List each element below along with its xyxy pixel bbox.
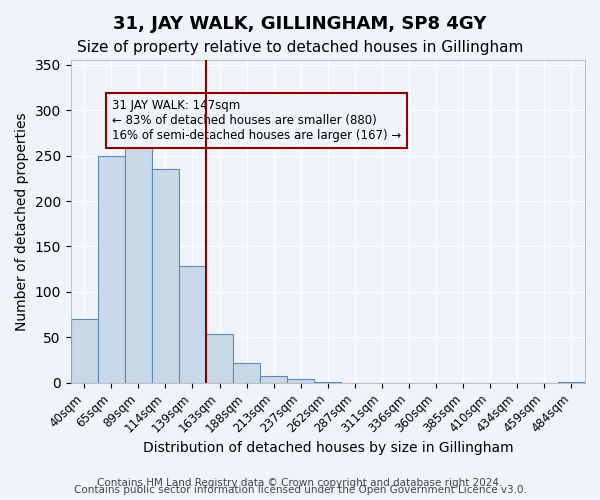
- Bar: [125, 119, 152, 383]
- Bar: [71, 319, 98, 383]
- Bar: [179, 266, 206, 383]
- Text: 31 JAY WALK: 147sqm
← 83% of detached houses are smaller (880)
16% of semi-detac: 31 JAY WALK: 147sqm ← 83% of detached ho…: [112, 99, 401, 142]
- Bar: [98, 156, 125, 383]
- Bar: [314, 382, 341, 383]
- Text: Size of property relative to detached houses in Gillingham: Size of property relative to detached ho…: [77, 40, 523, 55]
- Bar: [260, 376, 287, 383]
- Bar: [558, 382, 585, 383]
- Y-axis label: Number of detached properties: Number of detached properties: [15, 112, 29, 331]
- X-axis label: Distribution of detached houses by size in Gillingham: Distribution of detached houses by size …: [143, 441, 513, 455]
- Text: Contains public sector information licensed under the Open Government Licence v3: Contains public sector information licen…: [74, 485, 526, 495]
- Text: Contains HM Land Registry data © Crown copyright and database right 2024.: Contains HM Land Registry data © Crown c…: [97, 478, 503, 488]
- Bar: [152, 169, 179, 383]
- Bar: [287, 379, 314, 383]
- Text: 31, JAY WALK, GILLINGHAM, SP8 4GY: 31, JAY WALK, GILLINGHAM, SP8 4GY: [113, 15, 487, 33]
- Bar: [206, 334, 233, 383]
- Bar: [233, 363, 260, 383]
